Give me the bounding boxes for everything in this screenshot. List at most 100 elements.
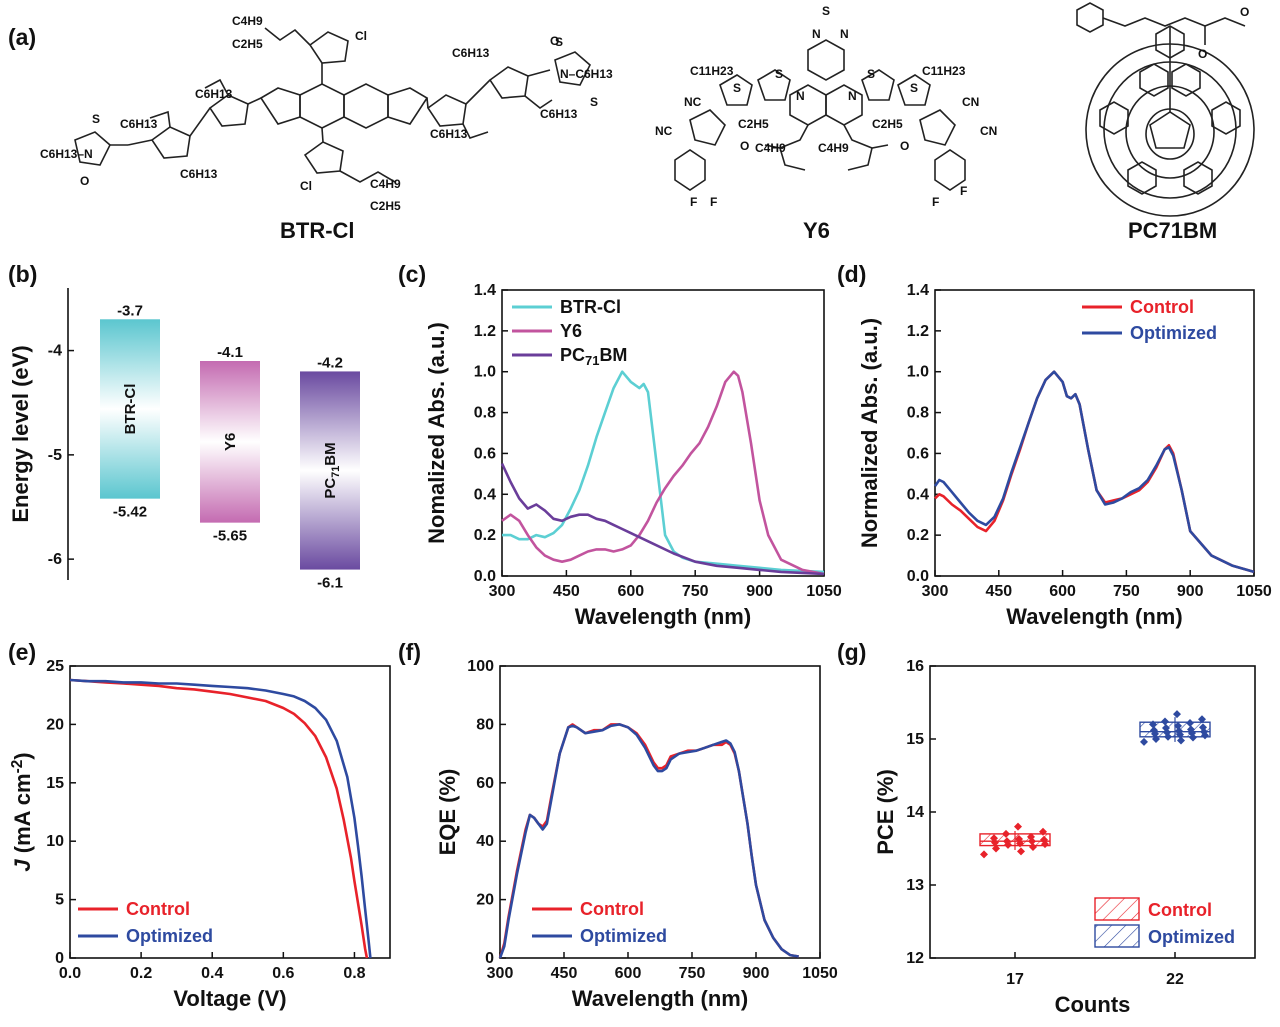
y-tick-label: 60 bbox=[476, 775, 494, 792]
y6-label-18: F bbox=[710, 195, 717, 209]
y6-label-9: C4H9 bbox=[755, 141, 786, 155]
jv-chart: 0.0 0.2 0.4 0.6 0.8 0 5 10 15 20 25 Voltage (V) Cont… bbox=[9, 658, 391, 1011]
legend-label: PC71BM bbox=[560, 345, 627, 368]
y6-label-6: N bbox=[848, 89, 857, 103]
y-tick-label: 1.0 bbox=[907, 364, 929, 381]
y6-label-4: C11H23 bbox=[922, 64, 966, 78]
absorption-chart-materials: 300 450 600 750 900 1050 0.0 0.2 0.4 0.6 0.8 1.0 1.2… bbox=[424, 282, 842, 629]
btr-label-15: N–C6H13 bbox=[560, 67, 613, 81]
plot-frame bbox=[499, 665, 821, 959]
btr-label-13: S bbox=[555, 35, 563, 49]
panel-label-c: (c) bbox=[398, 261, 426, 287]
y-tick-label: 0 bbox=[55, 950, 64, 967]
series-line-btr-cl bbox=[502, 370, 825, 574]
btr-label-2: Cl bbox=[355, 29, 367, 43]
data-point bbox=[990, 834, 998, 843]
legend-label: Control bbox=[1130, 297, 1194, 317]
legend-swatch bbox=[1094, 897, 1140, 921]
btr-label-5: C6H13 bbox=[430, 127, 468, 141]
material-label: BTR-Cl bbox=[122, 384, 139, 435]
data-point bbox=[1199, 723, 1207, 732]
y-tick-label: 0.4 bbox=[907, 486, 929, 503]
data-point bbox=[1186, 718, 1194, 727]
x-tick-label: 1050 bbox=[1236, 583, 1272, 600]
y6-label-10: C4H9 bbox=[818, 141, 849, 155]
x-tick-label: 450 bbox=[985, 583, 1012, 600]
homo-label: -6.1 bbox=[317, 575, 343, 592]
y6-label-24: S bbox=[910, 81, 918, 95]
x-tick-label: 750 bbox=[679, 965, 706, 982]
pcbm-name: PC71BM bbox=[1128, 218, 1217, 243]
plot-frame bbox=[69, 665, 391, 959]
y6-label-7: C2H5 bbox=[738, 117, 769, 131]
panel-label-g: (g) bbox=[837, 639, 866, 665]
x-tick-label: 22 bbox=[1166, 971, 1184, 988]
lumo-label: -4.2 bbox=[317, 354, 343, 371]
btr-label-10: C4H9 bbox=[370, 177, 401, 191]
data-point bbox=[1162, 724, 1170, 733]
y-tick-label: 25 bbox=[46, 658, 64, 675]
x-tick-label: 600 bbox=[615, 965, 642, 982]
x-tick-label: 1050 bbox=[802, 965, 838, 982]
btr-label-7: C6H13 bbox=[120, 117, 158, 131]
btr-label-18: O bbox=[550, 34, 559, 48]
y-tick-label: 1.0 bbox=[474, 364, 496, 381]
energy-bar-2 bbox=[300, 371, 360, 570]
y-tick-label: 5 bbox=[55, 892, 64, 909]
legend-label: Optimized bbox=[126, 926, 213, 946]
data-point bbox=[1150, 726, 1158, 735]
legend-label: Control bbox=[580, 899, 644, 919]
data-point bbox=[1029, 843, 1037, 852]
y-tick-label: 0.4 bbox=[474, 486, 496, 503]
y6-label-21: S bbox=[775, 67, 783, 81]
y-tick-label: 1.2 bbox=[907, 323, 929, 340]
energy-level-diagram: -4 -5 -6 Energy level (eV) -3.7 -5.42 BTR-Cl -4… bbox=[8, 288, 360, 592]
material-label: Y6 bbox=[222, 433, 239, 451]
series-line-pc71bm bbox=[500, 463, 825, 576]
x-axis-label: Counts bbox=[1055, 992, 1131, 1017]
y-tick-label: 16 bbox=[906, 658, 924, 675]
series-line-control bbox=[934, 370, 1255, 574]
y6-label-13: CN bbox=[980, 124, 997, 138]
lumo-label: -4.1 bbox=[217, 344, 243, 361]
y-tick-label: 0 bbox=[485, 950, 494, 967]
y-axis-label: Energy level (eV) bbox=[8, 345, 33, 522]
data-point bbox=[1027, 832, 1035, 841]
y6-label-14: NC bbox=[655, 124, 673, 138]
y6-label-2: N bbox=[840, 27, 849, 41]
box-body bbox=[979, 833, 1051, 847]
y-tick-label: 0.0 bbox=[474, 568, 496, 585]
pcbm-label-1: O bbox=[1240, 5, 1249, 19]
data-point bbox=[1175, 726, 1183, 735]
y6-label-0: N bbox=[812, 27, 821, 41]
x-tick-label: 900 bbox=[1177, 583, 1204, 600]
y-tick-label: 0.2 bbox=[907, 527, 929, 544]
btr-label-4: C6H13 bbox=[452, 46, 490, 60]
y-tick-label: -6 bbox=[48, 551, 62, 568]
y-tick-label: 40 bbox=[476, 833, 494, 850]
plot-frame bbox=[934, 289, 1255, 577]
x-axis-label: Wavelength (nm) bbox=[1006, 604, 1182, 629]
y-axis-label: EQE (%) bbox=[435, 769, 460, 856]
legend-swatch bbox=[1094, 924, 1140, 948]
btr-label-9: Cl bbox=[300, 179, 312, 193]
legend-label: Control bbox=[126, 899, 190, 919]
data-point bbox=[1040, 835, 1048, 844]
energy-bar-0 bbox=[100, 319, 160, 499]
y-tick-label: 0.0 bbox=[907, 568, 929, 585]
x-tick-label: 900 bbox=[746, 583, 773, 600]
y6-label-3: C11H23 bbox=[690, 64, 734, 78]
data-point bbox=[1173, 710, 1181, 719]
x-tick-label: 300 bbox=[487, 965, 514, 982]
homo-label: -5.42 bbox=[113, 504, 147, 521]
x-tick-label: 450 bbox=[551, 965, 578, 982]
x-tick-label: 600 bbox=[617, 583, 644, 600]
x-tick-label: 17 bbox=[1006, 971, 1024, 988]
btr-label-6: C6H13 bbox=[180, 167, 218, 181]
data-point bbox=[1152, 735, 1160, 743]
x-tick-label: 600 bbox=[1049, 583, 1076, 600]
series-line-optimized bbox=[498, 723, 799, 959]
y-tick-label: 13 bbox=[906, 877, 924, 894]
y-tick-label: -4 bbox=[48, 343, 62, 360]
x-tick-label: 750 bbox=[682, 583, 709, 600]
